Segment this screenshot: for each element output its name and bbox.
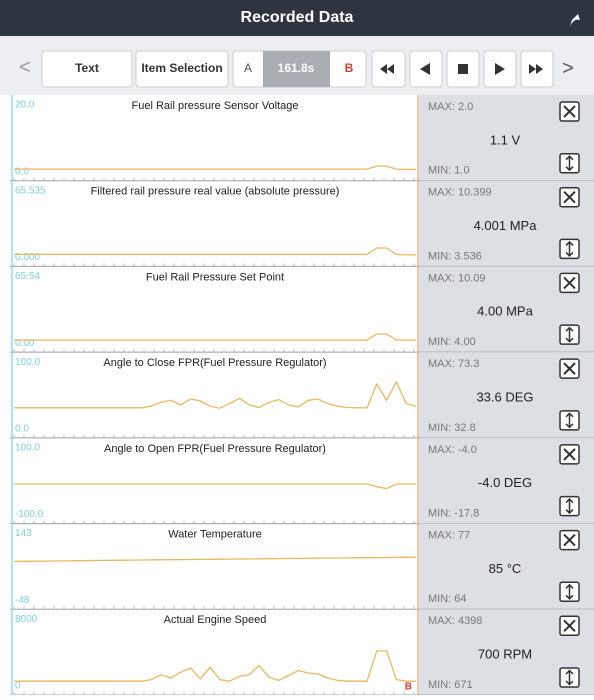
resize-icon — [565, 326, 574, 343]
trace-line — [13, 556, 417, 563]
resize-icon — [565, 583, 574, 600]
trace-line — [14, 483, 416, 490]
max-label: MAX: 4398 — [428, 615, 482, 627]
trace-line — [14, 247, 416, 256]
panel-title: Angle to Open FPR(Fuel Pressure Regulato… — [104, 443, 326, 455]
header-bar — [0, 0, 594, 36]
min-label: MIN: 4.00 — [428, 336, 476, 348]
panel-title: Fuel Rail Pressure Set Point — [146, 271, 284, 283]
close-icon — [563, 448, 576, 461]
y-tick-label: 100.0 — [15, 442, 40, 453]
min-label: MIN: 3.536 — [428, 250, 482, 262]
panel-title: Angle to Close FPR(Fuel Pressure Regulat… — [103, 357, 326, 369]
stop-icon — [458, 64, 468, 74]
close-icon — [563, 191, 576, 204]
max-label: MAX: -4.0 — [428, 444, 477, 456]
item-button-label[interactable]: Item Selection — [141, 61, 222, 75]
max-label: MAX: 77 — [428, 529, 470, 541]
max-label: MAX: 10.09 — [428, 272, 485, 284]
back-icon[interactable] — [570, 14, 580, 26]
y-tick-label: 143 — [15, 528, 32, 539]
item-button[interactable] — [135, 50, 229, 88]
playback-icons — [380, 63, 543, 75]
text-button-label[interactable]: Text — [75, 61, 99, 75]
time-field — [263, 51, 330, 87]
marker-a[interactable]: A — [244, 61, 252, 75]
y-tick-label: 0.000 — [15, 252, 40, 263]
text-button[interactable] — [41, 50, 133, 88]
forward-icon — [529, 64, 543, 74]
cursor-marker: B — [405, 682, 412, 693]
resize-icon — [565, 155, 574, 172]
close-icon — [563, 362, 576, 375]
current-value: 1.1 V — [490, 132, 521, 147]
y-tick-label: 65.54 — [15, 271, 40, 282]
y-tick-label: 0 — [15, 681, 21, 692]
y-tick-label: 8000 — [15, 614, 38, 625]
max-label: MAX: 10.399 — [428, 187, 492, 199]
y-tick-label: -100.0 — [15, 509, 44, 520]
time-value: 161.8s — [278, 61, 315, 75]
min-label: MIN: 1.0 — [428, 165, 470, 177]
current-value: -4.0 DEG — [478, 475, 532, 490]
y-tick-label: 65.535 — [15, 185, 46, 196]
trace-line — [14, 165, 416, 171]
resize-icon — [565, 498, 574, 515]
max-label: MAX: 2.0 — [428, 101, 473, 113]
current-value: 33.6 DEG — [476, 389, 533, 404]
panel-title: Water Temperature — [168, 528, 262, 540]
min-label: MIN: 671 — [428, 679, 473, 691]
rewind-icon — [380, 64, 394, 74]
resize-icon — [565, 240, 574, 257]
max-label: MAX: 73.3 — [428, 358, 479, 370]
play-icon — [495, 63, 505, 75]
panel-title: Filtered rail pressure real value (absol… — [91, 186, 340, 198]
y-tick-label: 0.0 — [15, 166, 29, 177]
current-value: 700 RPM — [478, 647, 532, 662]
y-tick-label: 20.0 — [15, 100, 35, 111]
resize-icon — [565, 412, 574, 429]
close-icon — [563, 276, 576, 290]
close-icon — [563, 533, 576, 547]
trace-line — [14, 380, 417, 409]
next-icon[interactable]: > — [562, 57, 574, 79]
y-tick-label: 0.0 — [15, 423, 29, 434]
close-icon — [563, 619, 576, 632]
y-tick-label: 100.0 — [15, 357, 40, 368]
header-title: Recorded Data — [241, 9, 354, 26]
y-tick-label: -48 — [15, 595, 30, 606]
current-value: 4.001 MPa — [474, 218, 538, 233]
current-value: 85 °C — [489, 561, 522, 576]
panel-title: Actual Engine Speed — [164, 614, 267, 626]
back-icon-tri — [420, 63, 430, 75]
marker-b[interactable]: B — [345, 61, 354, 75]
min-label: MIN: 64 — [428, 593, 467, 605]
close-icon — [563, 105, 576, 118]
panels: Fuel Rail pressure Sensor Voltage 20.0 0.0… — [10, 95, 594, 696]
min-label: MIN: -17.8 — [428, 507, 479, 519]
y-tick-label: 0.00 — [15, 338, 35, 349]
min-label: MIN: 32.8 — [428, 422, 476, 434]
panel-title: Fuel Rail pressure Sensor Voltage — [132, 100, 299, 112]
resize-icon — [565, 669, 574, 686]
trace-line — [14, 650, 416, 682]
current-value: 4.00 MPa — [477, 304, 533, 319]
prev-icon[interactable]: < — [19, 56, 31, 78]
trace-line — [14, 333, 416, 341]
